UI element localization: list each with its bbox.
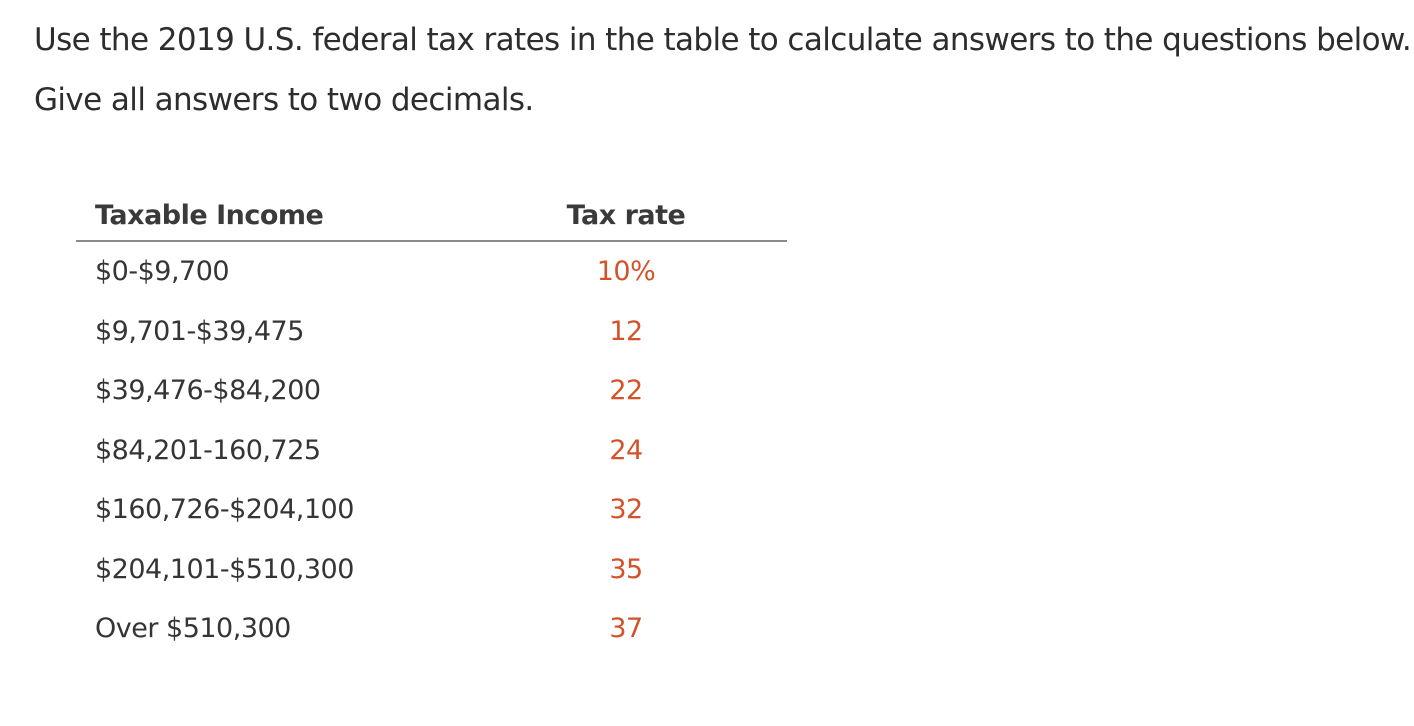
tax-rate: 10%: [596, 256, 656, 288]
income-bracket: $39,476-$84,200: [95, 375, 321, 407]
header-tax-rate: Tax rate: [497, 190, 787, 242]
income-bracket: $9,701-$39,475: [95, 315, 304, 347]
instructions: Use the 2019 U.S. federal tax rates in t…: [34, 10, 1412, 130]
table-header-row: Taxable Income Tax rate: [76, 190, 787, 242]
header-taxable-income: Taxable Income: [76, 190, 497, 242]
tax-rate: 35: [609, 553, 643, 585]
income-bracket: $0-$9,700: [95, 256, 230, 288]
tax-rate: 24: [609, 434, 643, 466]
table-row: $84,201-160,725 24: [76, 421, 787, 481]
tax-rate: 12: [609, 315, 643, 347]
table-row: $39,476-$84,200 22: [76, 361, 787, 421]
table-row: Over $510,300 37: [76, 599, 787, 659]
income-bracket: $204,101-$510,300: [95, 553, 354, 585]
income-bracket: $160,726-$204,100: [95, 494, 354, 526]
table-row: $9,701-$39,475 12: [76, 302, 787, 362]
income-bracket: $84,201-160,725: [95, 434, 321, 466]
tax-rate: 22: [609, 375, 643, 407]
table-row: $0-$9,700 10%: [76, 241, 787, 302]
instruction-line-1: Use the 2019 U.S. federal tax rates in t…: [34, 22, 1412, 58]
tax-rate: 32: [609, 494, 643, 526]
table-row: $204,101-$510,300 35: [76, 540, 787, 600]
income-bracket: Over $510,300: [95, 613, 291, 645]
table-row: $160,726-$204,100 32: [76, 480, 787, 540]
tax-rate-table: Taxable Income Tax rate $0-$9,700 10% $9…: [76, 190, 787, 659]
tax-rate: 37: [609, 613, 643, 645]
instruction-line-2: Give all answers to two decimals.: [34, 82, 534, 118]
